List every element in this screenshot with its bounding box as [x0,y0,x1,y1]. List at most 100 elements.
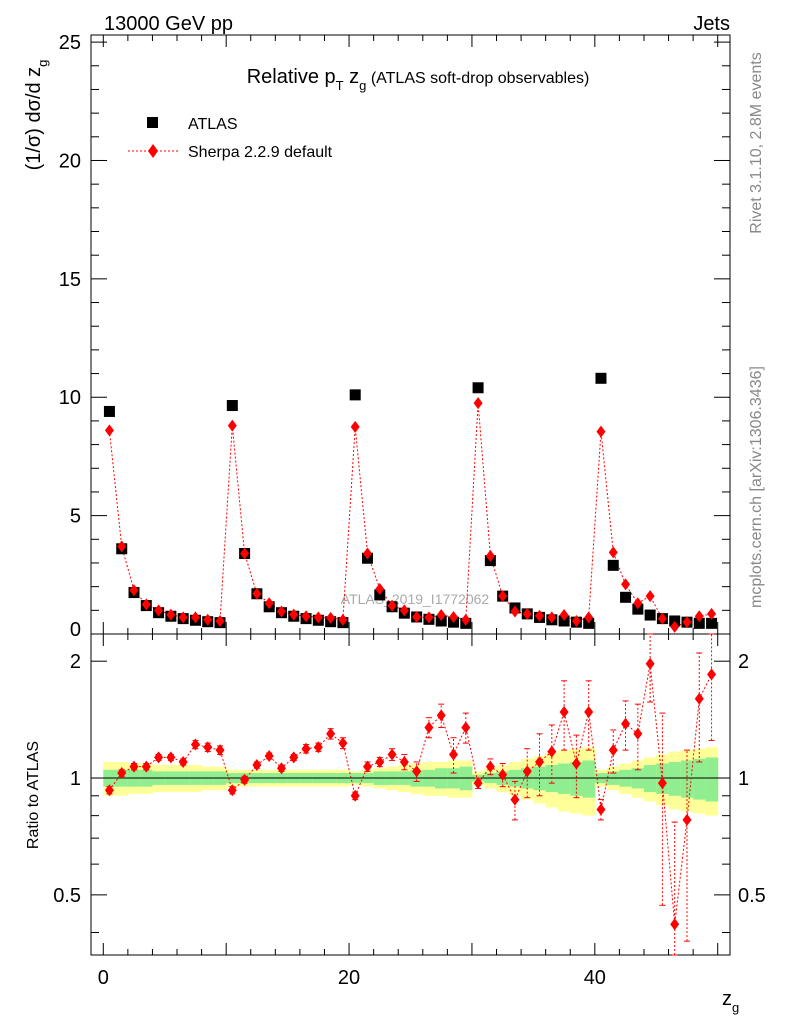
sherpa-point [141,598,151,611]
x-label-sub: g [732,1000,739,1015]
sherpa-point [338,613,348,626]
sherpa-point [473,397,483,410]
x-tick-labels: 0 20 40 [98,967,606,989]
ratio-point [682,813,692,826]
ratio-point [621,717,631,730]
ratio-point [387,748,397,761]
sherpa-point [535,609,545,622]
sherpa-point [289,608,299,621]
x-axis-label: zg [722,988,739,1015]
sherpa-point [682,616,692,629]
sherpa-point [178,611,188,624]
ratio-point [203,741,213,754]
legend-atlas-marker [147,117,158,128]
sherpa-point [362,547,372,560]
ratio-point [338,737,348,750]
sherpa-point [571,614,581,627]
sherpa-point [313,611,323,624]
inner-band-bin [668,761,682,796]
ratio-point [707,668,717,681]
sherpa-point [203,613,213,626]
sherpa-point [350,420,360,433]
legend-sherpa-marker [148,144,158,158]
y-axis-label-top: (1/σ) dσ/d zg [23,60,50,171]
ratio-point [264,749,274,762]
y-tick-label-bottom: 2 [70,651,81,673]
ratio-point [350,789,360,802]
y-tick-label-top: 25 [59,32,81,54]
ratio-point [522,765,532,778]
ratio-point [559,705,569,718]
y-tick-label-bottom-right: 0.5 [738,885,766,907]
ratio-point [657,777,667,790]
sherpa-point [326,611,336,624]
atlas-point [706,617,718,629]
y-tick-label-bottom: 0.5 [53,885,81,907]
ratio-point [141,760,151,773]
ratio-uncertainty-bands [103,747,719,816]
top-panel-series [103,372,718,633]
legend-atlas-label: ATLAS [188,116,238,133]
sherpa-point [436,609,446,622]
sherpa-point [154,604,164,617]
title-main: Relative p [247,66,336,88]
ratio-point [461,721,471,734]
ratio-point [227,784,237,797]
atlas-point [226,400,238,412]
ratio-point [571,757,581,770]
ratio-point [117,767,127,780]
sherpa-point [449,610,459,623]
atlas-point [644,609,656,621]
atlas-point [472,382,484,394]
sherpa-point [190,611,200,624]
y-tick-label-bottom-right: 1 [738,768,749,790]
ratio-point [104,784,114,797]
ratio-point [301,742,311,755]
sherpa-point [498,590,508,603]
title-rest: (ATLAS soft-drop observables) [366,70,589,87]
sherpa-point [104,424,114,437]
top-panel-frame [90,34,731,635]
sherpa-point [657,612,667,625]
sherpa-point [707,607,717,620]
ratio-point [375,755,385,768]
inner-band-bin [643,765,657,793]
ratio-point [252,759,262,772]
atlas-point [103,405,115,417]
top-panel-axes: 0 5 10 15 20 25 [59,32,731,641]
sherpa-point [117,540,127,553]
sherpa-point [399,604,409,617]
sherpa-point [166,608,176,621]
sherpa-point [129,584,139,597]
ratio-point [178,755,188,768]
ratio-point [473,777,483,790]
legend: ATLAS Sherpa 2.2.9 default [128,116,333,161]
sherpa-point [694,610,704,623]
ratio-point [584,705,594,718]
x-tick-label: 20 [338,967,360,989]
sherpa-point [670,620,680,633]
x-label-main: z [722,988,732,1010]
ratio-point [645,657,655,670]
bottom-panel-series [104,633,717,956]
title-sub-t: T [336,78,344,93]
ratio-point [190,738,200,751]
sherpa-point [215,614,225,627]
ratio-point [326,727,336,740]
ratio-point [498,768,508,781]
atlas-point [349,389,361,401]
inner-band-bin [582,760,596,798]
ratio-point [412,765,422,778]
title-sub-g: g [359,78,366,93]
atlas-point [693,617,705,629]
sherpa-point [608,546,618,559]
inner-band-bin [705,757,719,802]
ratio-point [129,760,139,773]
ratio-point [362,760,372,773]
x-tick-label: 40 [584,967,606,989]
y-tick-label-top: 5 [70,506,81,528]
mcplots-label: mcplots.cern.ch [arXiv:1306.3436] [748,366,765,608]
y-tick-label-bottom-right: 2 [738,651,749,673]
x-tick-label: 0 [98,967,109,989]
